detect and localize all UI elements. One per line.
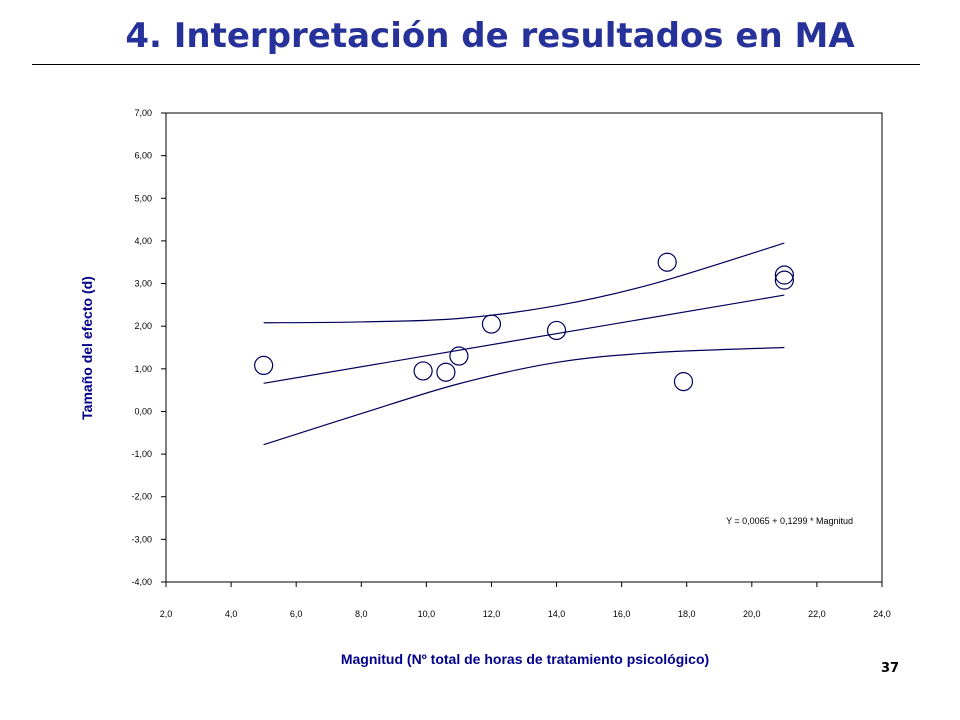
y-tick-label: 2,00	[134, 321, 152, 331]
upper-confidence-band	[263, 242, 785, 324]
x-tick-label: 12,0	[483, 609, 501, 619]
plot-frame	[165, 112, 883, 583]
data-point	[774, 265, 794, 285]
plot-area	[165, 112, 883, 583]
x-tick-label: 20,0	[743, 609, 761, 619]
regression-equation: Y = 0,0065 + 0,1299 * Magnitud	[726, 516, 853, 526]
regression-lines	[263, 242, 785, 446]
data-point	[657, 252, 677, 272]
data-point	[436, 362, 456, 382]
y-tick-label: 1,00	[134, 364, 152, 374]
x-tick-label: 2,0	[160, 609, 173, 619]
x-tick-label: 16,0	[613, 609, 631, 619]
y-tick-label: 5,00	[134, 193, 152, 203]
x-tick-label: 8,0	[355, 609, 368, 619]
axis-ticks: 2,0 4,0 6,0 8,0 10,0 12,0 14,0 16,0 18,0 20,0 22,0…	[131, 108, 890, 619]
slide-title: 4. Interpretación de resultados en MA	[125, 16, 855, 56]
data-point	[449, 346, 469, 366]
lower-confidence-band	[263, 346, 785, 446]
x-axis-label: Magnitud (Nº total de horas de tratamien…	[341, 651, 709, 667]
data-point	[774, 270, 794, 290]
y-tick-label: -3,00	[131, 534, 152, 544]
y-tick-label: 4,00	[134, 236, 152, 246]
regression-line	[263, 294, 785, 384]
x-tick-label: 22,0	[808, 609, 826, 619]
x-tick-label: 24,0	[873, 609, 891, 619]
x-tick-label: 4,0	[225, 609, 238, 619]
y-tick-label: 3,00	[134, 279, 152, 289]
y-tick-label: 6,00	[134, 151, 152, 161]
x-tick-label: 10,0	[418, 609, 436, 619]
y-tick-label: 7,00	[134, 108, 152, 118]
y-tick-label: -1,00	[131, 449, 152, 459]
x-tick-label: 18,0	[678, 609, 696, 619]
x-tick-label: 14,0	[548, 609, 566, 619]
data-point	[413, 361, 433, 381]
data-point	[546, 320, 567, 341]
data-point	[673, 372, 694, 392]
data-point	[254, 355, 274, 376]
x-tick-label: 6,0	[290, 609, 303, 619]
title-divider	[32, 64, 920, 65]
y-tick-label: 0,00	[134, 406, 152, 416]
y-tick-label: -2,00	[131, 492, 152, 502]
data-points	[254, 252, 794, 392]
y-tick-label: -4,00	[131, 577, 152, 587]
page-number: 37	[880, 661, 900, 676]
data-point	[481, 314, 502, 334]
y-axis-label: Tamaño del efecto (d)	[79, 276, 95, 420]
